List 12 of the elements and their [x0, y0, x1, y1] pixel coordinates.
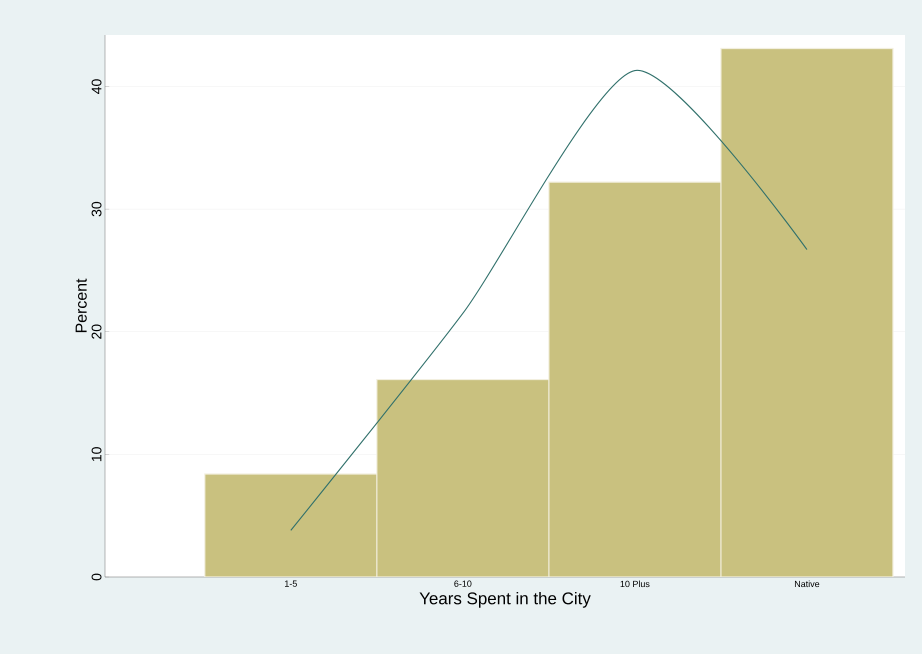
y-tick-label: 10 — [92, 447, 102, 462]
x-tick-label: 1-5 — [285, 580, 297, 587]
line-series — [290, 70, 808, 531]
y-tick-label: 30 — [92, 202, 102, 216]
x-tick-label: Native — [794, 580, 820, 588]
y-tick-label: 20 — [92, 324, 102, 339]
y-tick-label: 40 — [92, 79, 102, 94]
x-axis-title: Years Spent in the City — [420, 592, 591, 608]
x-tick-label: 6-10 — [454, 580, 472, 587]
x-tick-label: 10 Plus — [620, 580, 650, 588]
y-axis-title: Percent — [76, 278, 87, 332]
y-tick-label: 0 — [92, 574, 102, 580]
